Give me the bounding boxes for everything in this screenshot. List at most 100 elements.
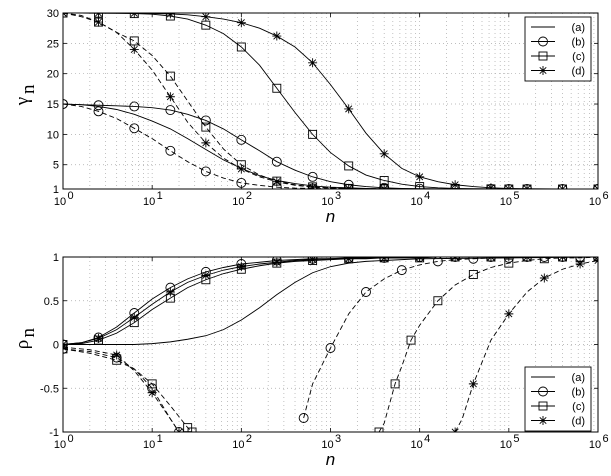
- legend-label: (b): [572, 387, 585, 399]
- chart-panel-1: 10 0 10 1 10 2 10 3 10 4 10 5 10 6151015202530nγn(a)(…: [12, 8, 609, 226]
- data-point: [165, 105, 176, 116]
- x-tick-exponent: 5: [513, 190, 519, 202]
- data-point: [343, 179, 354, 189]
- data-point: [174, 427, 184, 432]
- data-point: [93, 13, 103, 18]
- series-line-c-6: [63, 348, 193, 432]
- data-point: [539, 273, 549, 283]
- x-tick-exponent: 3: [335, 433, 341, 445]
- data-point: [415, 182, 425, 189]
- legend-label: (d): [572, 416, 585, 428]
- data-point: [271, 156, 282, 167]
- y-tick-label: 15: [47, 99, 59, 111]
- x-tick-exponent: 0: [68, 433, 74, 445]
- data-point: [307, 171, 318, 182]
- data-point: [298, 413, 309, 423]
- data-point: [504, 258, 514, 268]
- data-point: [200, 166, 211, 177]
- data-point: [450, 427, 460, 432]
- x-tick-exponent: 4: [424, 190, 430, 202]
- data-point: [361, 287, 371, 297]
- data-point: [93, 17, 103, 27]
- data-point: [201, 138, 211, 148]
- y-tick-label: 20: [47, 69, 59, 81]
- data-point: [165, 13, 175, 19]
- legend-marker: [538, 386, 548, 397]
- x-tick-label: 10: [321, 196, 333, 208]
- legend: (a) (b) (c) (d): [524, 366, 592, 432]
- legend-marker: [538, 51, 548, 61]
- data-point: [272, 177, 282, 187]
- data-point: [522, 257, 532, 262]
- data-point: [450, 257, 460, 262]
- data-point: [374, 427, 384, 432]
- data-point: [593, 257, 598, 265]
- x-axis-label: n: [326, 207, 335, 226]
- series-line-a-0: [63, 257, 598, 345]
- x-tick-label: 10: [143, 196, 155, 208]
- x-tick-label: 10: [54, 439, 66, 451]
- data-point: [486, 257, 496, 262]
- data-point: [308, 58, 318, 68]
- data-point: [432, 257, 443, 267]
- data-point: [308, 257, 318, 265]
- data-point: [236, 134, 247, 145]
- data-point: [112, 350, 122, 360]
- data-point: [503, 257, 514, 263]
- series-line-d-8: [454, 260, 598, 432]
- y-tick-label: 0: [53, 340, 59, 352]
- data-point: [308, 129, 318, 139]
- y-axis-label-group: γn: [12, 84, 39, 106]
- x-tick-exponent: 2: [246, 433, 252, 445]
- x-tick-exponent: 6: [603, 190, 609, 202]
- y-axis-label-group: ρn: [12, 328, 39, 350]
- data-point: [379, 149, 389, 159]
- data-point: [236, 262, 246, 272]
- data-point: [415, 257, 425, 262]
- data-point: [63, 342, 68, 352]
- x-tick-exponent: 2: [246, 190, 252, 202]
- data-point: [575, 259, 585, 269]
- data-point: [308, 182, 318, 189]
- data-point: [201, 13, 211, 22]
- x-tick-label: 10: [411, 196, 423, 208]
- x-tick-label: 10: [411, 439, 423, 451]
- x-tick-exponent: 3: [335, 190, 341, 202]
- data-point: [272, 257, 282, 267]
- data-point: [165, 92, 175, 102]
- data-point: [129, 13, 139, 18]
- legend-label: (d): [572, 66, 585, 78]
- y-tick-label: 30: [47, 8, 59, 20]
- data-point: [63, 343, 68, 354]
- y-axis-label-subscript: n: [18, 328, 39, 338]
- x-tick-label: 10: [589, 196, 601, 208]
- x-tick-exponent: 1: [157, 190, 163, 202]
- data-point: [236, 42, 246, 52]
- series-line-d-7: [63, 257, 598, 345]
- y-tick-label: -1: [49, 427, 59, 439]
- data-point: [539, 257, 549, 264]
- y-tick-label: 10: [47, 129, 59, 141]
- data-point: [63, 13, 68, 18]
- data-point: [165, 145, 176, 156]
- data-point: [165, 287, 175, 297]
- x-tick-exponent: 4: [424, 433, 430, 445]
- data-point: [63, 99, 68, 109]
- data-point: [504, 184, 514, 189]
- series-line-d-6: [63, 13, 598, 189]
- series-line-b-2: [63, 103, 598, 189]
- series-line-b-2: [303, 257, 598, 419]
- y-tick-label: 5: [53, 160, 59, 172]
- data-point: [200, 115, 211, 126]
- data-point: [272, 31, 282, 41]
- data-point: [147, 379, 157, 389]
- series-layer: [63, 13, 598, 189]
- x-tick-exponent: 6: [603, 433, 609, 445]
- data-point: [201, 270, 211, 280]
- x-tick-label: 10: [500, 439, 512, 451]
- data-point: [129, 123, 140, 134]
- data-point: [379, 184, 389, 189]
- data-point: [93, 333, 103, 343]
- data-point: [558, 257, 568, 262]
- y-axis-label: ρ: [12, 340, 33, 349]
